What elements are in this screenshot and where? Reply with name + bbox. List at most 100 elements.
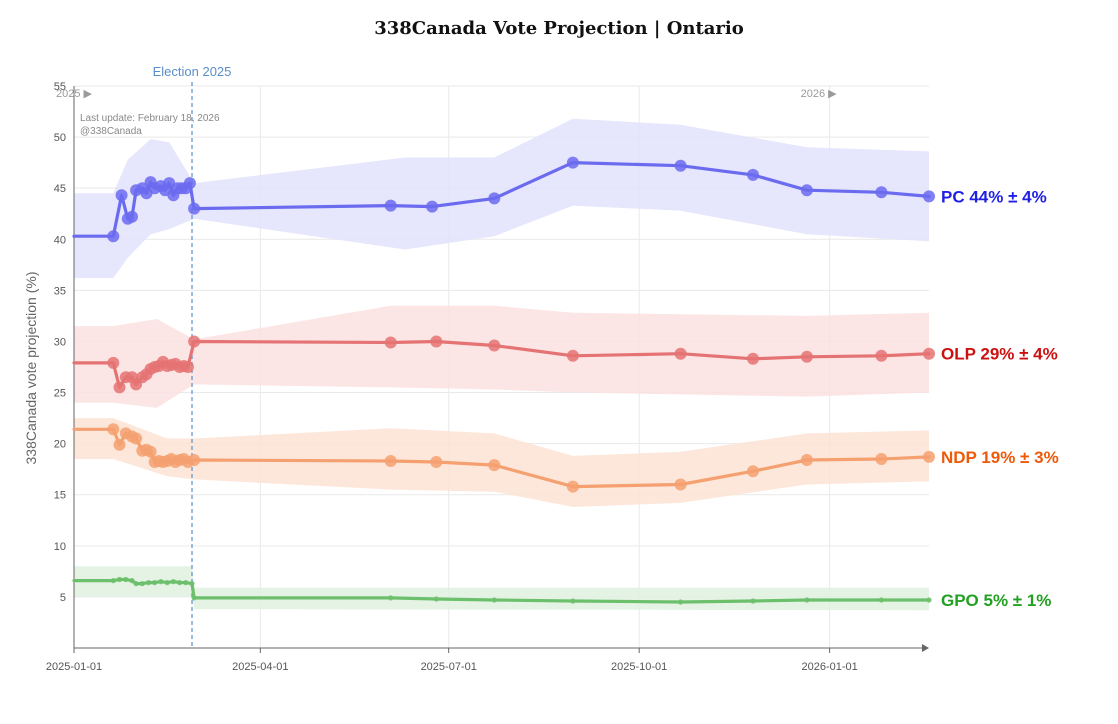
gpo-point bbox=[926, 597, 932, 603]
chart-title: 338Canada Vote Projection | Ontario bbox=[374, 18, 744, 39]
pc-point bbox=[566, 156, 579, 169]
ndp-point bbox=[674, 478, 687, 491]
y-tick-label: 15 bbox=[54, 490, 66, 502]
gpo-point bbox=[183, 580, 189, 586]
olp-point bbox=[923, 347, 935, 360]
series-points bbox=[107, 156, 935, 605]
olp-point bbox=[188, 335, 201, 348]
axes: 338Canada vote projection (%) 5 10 15 20 25 3… bbox=[23, 81, 929, 673]
ndp-point bbox=[130, 432, 143, 445]
gpo-point bbox=[177, 580, 183, 586]
pc-point bbox=[107, 230, 120, 243]
gpo-point bbox=[804, 597, 810, 603]
ndp-point bbox=[488, 459, 501, 472]
y-tick-label: 55 bbox=[54, 81, 66, 93]
pc-point bbox=[115, 189, 128, 202]
gpo-point bbox=[152, 580, 158, 586]
y-tick-label: 10 bbox=[54, 541, 66, 553]
x-tick-label: 2025-01-01 bbox=[46, 661, 102, 673]
gpo-point bbox=[433, 596, 439, 602]
ndp-point bbox=[875, 453, 888, 465]
last-update-note: Last update: February 18, 2026 bbox=[80, 113, 220, 124]
gpo-point bbox=[191, 595, 197, 601]
y-tick-label: 30 bbox=[54, 336, 66, 348]
y-tick-label: 5 bbox=[60, 592, 66, 604]
gpo-point bbox=[878, 597, 885, 603]
x-tick-label: 2025-04-01 bbox=[232, 661, 288, 673]
x-tick-label: 2025-10-01 bbox=[611, 661, 667, 673]
pc-point bbox=[126, 210, 138, 223]
gpo-point bbox=[145, 580, 152, 586]
y-axis-label: 338Canada vote projection (%) bbox=[23, 271, 39, 464]
ndp-point bbox=[107, 423, 120, 436]
pc-point bbox=[384, 199, 397, 212]
pc-point bbox=[426, 200, 439, 213]
olp-point bbox=[674, 347, 687, 360]
x-tick-label: 2025-07-01 bbox=[421, 661, 477, 673]
ndp-point bbox=[747, 465, 759, 478]
pc-band bbox=[74, 118, 929, 279]
pc-point bbox=[674, 159, 687, 172]
ndp-point bbox=[566, 480, 579, 493]
gpo-label: GPO 5% ± 1% bbox=[941, 591, 1051, 610]
ndp-point bbox=[800, 454, 813, 466]
y-tick-label: 40 bbox=[54, 234, 66, 246]
notes: 2025 ▶ 2026 ▶ Last update: February 18, … bbox=[56, 88, 837, 137]
ndp-point bbox=[113, 438, 126, 451]
ndp-point bbox=[384, 455, 397, 467]
gpo-point bbox=[750, 598, 756, 604]
gpo-point bbox=[110, 578, 116, 584]
olp-point bbox=[488, 339, 501, 352]
olp-point bbox=[384, 336, 397, 349]
gpo-point bbox=[164, 580, 170, 586]
olp-point bbox=[875, 349, 888, 362]
pc-point bbox=[183, 177, 196, 190]
gpo-point bbox=[570, 598, 576, 604]
gpo-point bbox=[678, 599, 684, 605]
pc-label: PC 44% ± 4% bbox=[941, 187, 1047, 206]
y-tick-label: 50 bbox=[54, 132, 66, 144]
ndp-band bbox=[74, 418, 929, 507]
y-tick-label: 35 bbox=[54, 285, 66, 297]
y-tick-label: 45 bbox=[54, 183, 66, 195]
gpo-point bbox=[189, 581, 195, 587]
olp-point bbox=[800, 350, 813, 363]
olp-band bbox=[74, 305, 929, 408]
gpo-point bbox=[139, 581, 145, 587]
year-start-label: 2025 ▶ bbox=[56, 88, 93, 100]
gpo-band bbox=[74, 566, 929, 611]
year-next-label: 2026 ▶ bbox=[801, 88, 838, 100]
olp-label: OLP 29% ± 4% bbox=[941, 345, 1058, 364]
credit-note: @338Canada bbox=[80, 126, 142, 137]
ndp-point bbox=[188, 454, 201, 466]
ndp-point bbox=[923, 450, 935, 463]
gpo-point bbox=[491, 597, 497, 603]
uncertainty-bands bbox=[74, 118, 929, 611]
gpo-point bbox=[170, 579, 176, 585]
y-tick-label: 20 bbox=[54, 439, 66, 451]
olp-point bbox=[747, 352, 759, 365]
gpo-point bbox=[388, 595, 394, 601]
olp-point bbox=[113, 381, 126, 394]
pc-point bbox=[747, 168, 759, 181]
pc-point bbox=[800, 184, 813, 197]
election-label: Election 2025 bbox=[153, 64, 232, 79]
olp-point bbox=[566, 349, 579, 362]
ndp-point bbox=[144, 445, 157, 458]
y-tick-label: 25 bbox=[54, 388, 66, 400]
x-tick-label: 2026-01-01 bbox=[801, 661, 857, 673]
gpo-point bbox=[116, 576, 123, 583]
x-axis-arrow-icon bbox=[922, 644, 929, 652]
gpo-point bbox=[158, 579, 164, 585]
pc-point bbox=[488, 192, 501, 205]
pc-point bbox=[188, 202, 201, 215]
ndp-label: NDP 19% ± 3% bbox=[941, 448, 1059, 467]
pc-point bbox=[875, 186, 888, 199]
series-labels: PC 44% ± 4% OLP 29% ± 4% NDP 19% ± 3% GPO 5… bbox=[941, 187, 1059, 610]
pc-point bbox=[923, 190, 935, 203]
ndp-point bbox=[430, 456, 443, 468]
gpo-point bbox=[129, 578, 135, 584]
olp-point bbox=[181, 361, 194, 373]
olp-point bbox=[430, 335, 443, 348]
